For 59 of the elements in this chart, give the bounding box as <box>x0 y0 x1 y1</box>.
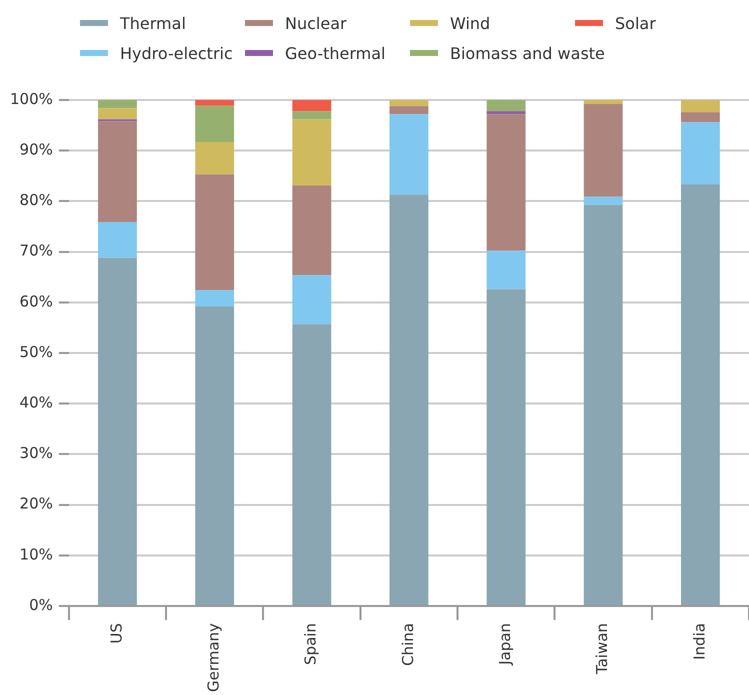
y-tick-label: 40% <box>20 394 53 412</box>
bar <box>486 114 526 251</box>
x-tick-label: Germany <box>204 622 223 692</box>
bar <box>680 100 720 112</box>
bar <box>486 289 526 606</box>
bar <box>390 106 428 114</box>
y-tick-label: 100% <box>10 90 53 108</box>
bar <box>195 174 234 290</box>
legend-label: Geo-thermal <box>285 44 386 62</box>
y-tick-label: 50% <box>20 342 53 361</box>
bar <box>98 121 137 222</box>
bar <box>390 100 428 106</box>
bar <box>680 112 720 122</box>
y-tick-label: 10% <box>20 545 53 564</box>
legend-label: Thermal <box>120 14 186 32</box>
legend-label: Solar <box>615 14 656 32</box>
y-tick-label: 20% <box>20 494 53 513</box>
bar <box>195 106 234 142</box>
legend-label: Wind <box>450 14 490 32</box>
bar <box>584 104 623 197</box>
bar <box>98 108 137 120</box>
bar <box>292 324 332 606</box>
bar <box>584 100 623 104</box>
y-tick-label: 0% <box>29 596 53 614</box>
legend-label: Nuclear <box>285 14 347 32</box>
bar <box>98 258 137 606</box>
bar <box>680 184 720 606</box>
bar <box>195 290 234 306</box>
bar <box>292 111 332 120</box>
x-tick-label: China <box>398 623 417 666</box>
bar <box>195 100 234 106</box>
bar <box>98 100 137 108</box>
bar <box>390 194 428 606</box>
bar <box>195 142 234 174</box>
bar <box>584 196 623 205</box>
bar <box>292 275 332 324</box>
bar <box>98 222 137 258</box>
y-tick-label: 70% <box>20 242 53 260</box>
x-tick-label: US <box>107 623 126 644</box>
bar <box>292 186 332 276</box>
bar <box>292 100 332 112</box>
legend-label: Biomass and waste <box>450 44 605 62</box>
x-tick-label: Japan <box>496 623 514 666</box>
bar <box>390 114 428 195</box>
y-tick-label: 90% <box>20 140 53 158</box>
legend-label: Hydro-electric <box>120 44 233 62</box>
bar <box>584 204 623 606</box>
x-tick-label: Spain <box>302 623 320 665</box>
y-tick-label: 60% <box>20 292 53 310</box>
bar <box>486 100 526 112</box>
bar <box>486 111 526 114</box>
y-tick-label: 30% <box>20 444 53 462</box>
bar <box>680 122 720 185</box>
bar <box>292 119 332 186</box>
x-tick-label: India <box>690 623 708 660</box>
y-tick-label: 80% <box>20 191 53 210</box>
x-tick-label: Taiwan <box>593 623 612 676</box>
bar <box>486 250 526 290</box>
bar <box>195 306 234 606</box>
